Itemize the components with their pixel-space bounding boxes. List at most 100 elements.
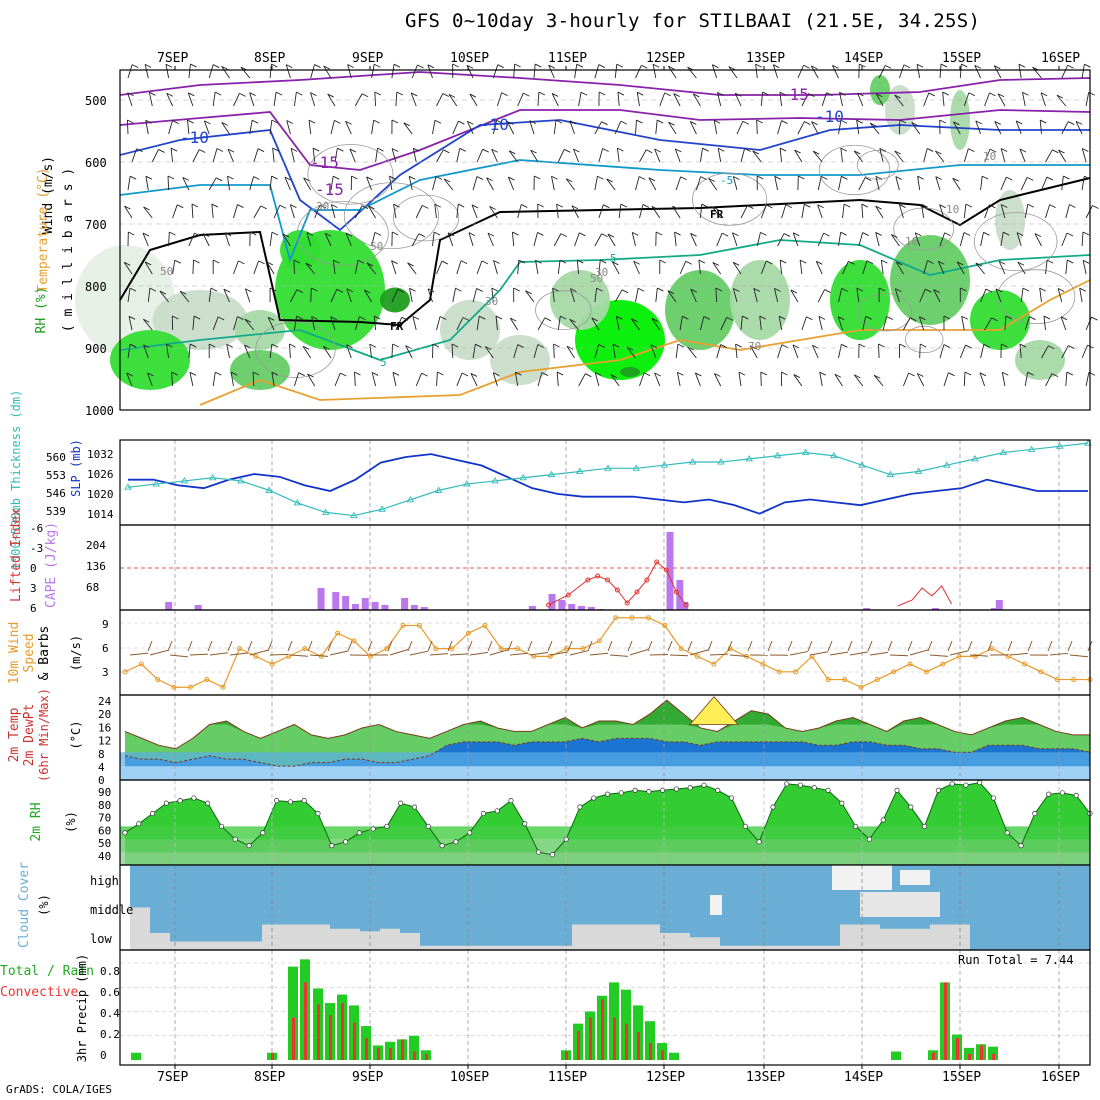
cloud-low-fill [262, 924, 300, 950]
wind-barb-flag [260, 205, 267, 210]
wind-speed-marker [825, 677, 831, 683]
wind-barb-flag [774, 175, 781, 180]
rh-marker [673, 786, 679, 792]
wind-barb [1085, 316, 1092, 331]
wind-barb [366, 262, 376, 275]
thickness-marker [971, 455, 979, 462]
wind-barb [529, 120, 535, 135]
rh-marker [687, 785, 693, 791]
rh-marker [825, 787, 831, 793]
wind-barb [553, 343, 555, 359]
ylabel-wind-10m: 10m Wind [7, 622, 22, 685]
wind-barb [756, 232, 761, 247]
wind-barb-flag [245, 288, 252, 293]
thickness-marker [773, 451, 782, 459]
precip-convective-bar [956, 1038, 959, 1060]
wind-barb-flag [393, 203, 400, 208]
wind-barb [812, 345, 819, 359]
wind-barb-flag [407, 262, 414, 267]
wind-barb [410, 92, 417, 107]
wind-barb-flag [983, 231, 990, 236]
wind-barb-flag [486, 177, 493, 182]
li-marker [624, 600, 630, 606]
wind-barb-flag [964, 371, 972, 376]
wind-barb-flag [249, 92, 256, 97]
rh-ytick: 50 [98, 837, 111, 850]
wind-barb-flag [1067, 121, 1075, 125]
wind-barb [578, 373, 586, 387]
rh-marker [122, 830, 128, 836]
wind-barb-flag [1051, 373, 1059, 377]
wind-barb-flag [810, 65, 818, 70]
surface-wind-barb-flag [227, 640, 233, 652]
wind-barb-flag [413, 147, 420, 152]
wind-barb-flag [509, 150, 516, 155]
wind-barb-flag [875, 205, 882, 210]
wind-barb [772, 64, 779, 79]
wind-barb-flag [187, 119, 194, 124]
wind-barb-flag [938, 260, 945, 265]
rh-shading [970, 290, 1030, 350]
wind-barb [142, 232, 149, 247]
wind-barb-flag [172, 315, 179, 320]
wind-barb-flag [714, 373, 721, 377]
wind-barb-flag [227, 175, 234, 180]
wind-barb-flag [602, 148, 609, 152]
temp-ytick: 8 [98, 748, 105, 761]
wind-barb-flag [345, 120, 352, 125]
wind-barb [233, 260, 239, 275]
wind-barb [556, 204, 559, 219]
wind-speed-marker [236, 646, 242, 652]
wind-barb-flag [244, 318, 252, 323]
wind-barb-flag [1075, 120, 1083, 125]
wind-barb-flag [171, 371, 178, 376]
wind-barb-flag [798, 175, 805, 180]
thickness-marker [180, 477, 189, 484]
wind-barb-flag [538, 91, 546, 96]
cloud-low-fill [300, 924, 330, 950]
surface-wind-barb [449, 653, 469, 656]
wind-barb [838, 176, 842, 191]
wind-barb [375, 148, 378, 163]
wind-barb-flag [221, 121, 228, 126]
wind-barb [496, 92, 503, 107]
wind-barb [939, 64, 942, 79]
surface-wind-barb-flag [787, 640, 793, 652]
slp-ytick: 1014 [87, 508, 114, 521]
wind-barb [432, 176, 437, 191]
wind-barb-flag [1027, 371, 1034, 376]
wind-barb-flag [935, 150, 942, 155]
rh-shading [1015, 340, 1065, 380]
wind-barb-flag [1052, 149, 1059, 154]
wind-barb [811, 121, 819, 135]
wind-barb-flag [1029, 316, 1036, 321]
wind-barb [934, 150, 945, 163]
wind-barb-flag [793, 374, 801, 378]
wind-barb [395, 317, 403, 331]
cloud-high-fill [832, 865, 892, 890]
precip-convective-bar [389, 1047, 392, 1060]
wind-barb-flag [854, 150, 861, 155]
wind-barb-flag [434, 203, 441, 208]
contour-label: 30 [316, 200, 329, 213]
wind-barb [916, 373, 925, 387]
wind-barb [607, 233, 616, 247]
wind-barb [192, 316, 195, 331]
wind-barb-flag [915, 232, 922, 237]
wind-barb-flag [753, 288, 760, 292]
rh-marker [922, 823, 928, 829]
wind-barb-flag [347, 64, 354, 68]
cape-bar [568, 604, 576, 610]
surface-wind-barb-flag [767, 640, 773, 652]
wind-barb [188, 344, 191, 359]
wind-barb-flag [238, 260, 245, 265]
wind-barb [738, 372, 742, 387]
rh-contour [535, 290, 592, 331]
wind-barb [456, 317, 464, 331]
wind-barb [1056, 94, 1067, 107]
wind-barb [227, 148, 234, 163]
wind-barb [244, 288, 251, 303]
wind-barb [126, 372, 133, 387]
contour-label: 5 [380, 356, 387, 369]
wind-barb-flag [149, 91, 156, 96]
